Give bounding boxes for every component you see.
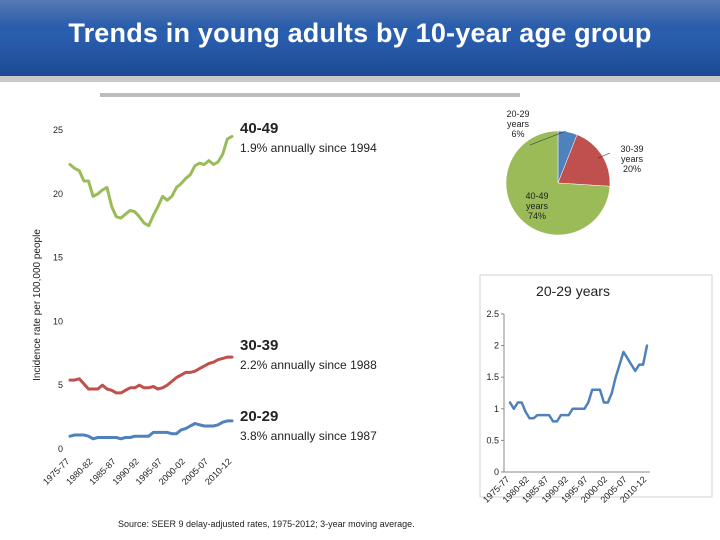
pie-leader-line <box>529 130 567 146</box>
annotation-40-49: 40-49 1.9% annually since 1994 <box>240 120 400 162</box>
inset-chart-frame <box>479 274 713 498</box>
slide-title: Trends in young adults by 10-year age gr… <box>68 18 652 48</box>
annotation-20-29-sub: 3.8% annually since 1987 <box>240 429 377 443</box>
inset-y-tick-label: 2.5 <box>486 309 499 319</box>
inset-y-tick-label: 2 <box>494 341 499 351</box>
pie-slice-40-49 years <box>505 130 611 236</box>
pie-label-pct-30-39: 20% <box>623 164 641 174</box>
inset-y-tick-label: 0.5 <box>486 435 499 445</box>
inset-y-tick-label: 0 <box>494 467 499 477</box>
pie-label-20-29: 20-29 <box>506 109 529 119</box>
series-line-20-29 <box>68 419 234 441</box>
title-banner: Trends in young adults by 10-year age gr… <box>0 0 720 82</box>
annotation-30-39-sub: 2.2% annually since 1988 <box>240 358 377 372</box>
inset-chart-title: 20-29 years <box>536 283 610 299</box>
pie-label-30-39: years <box>621 154 644 164</box>
main-y-axis-label: Incidence rate per 100,000 people <box>32 229 43 381</box>
inset-y-tick-label: 1 <box>494 404 499 414</box>
pie-label-pct-40-49: 74% <box>528 211 546 221</box>
pie-slice-30-39 years <box>557 134 611 187</box>
pie-label-40-49: 40-49 <box>525 191 548 201</box>
main-y-tick-label: 0 <box>58 444 63 454</box>
annotation-20-29-label: 20-29 <box>240 408 279 425</box>
annotation-40-49-sub: 1.9% annually since 1994 <box>240 141 377 155</box>
series-line-30-39 <box>68 355 234 395</box>
main-y-tick-label: 10 <box>53 316 63 326</box>
inset-series-line-20-29 <box>508 344 649 423</box>
pie-label-40-49: years <box>526 201 549 211</box>
main-y-tick-label: 20 <box>53 189 63 199</box>
pie-label-30-39: 30-39 <box>620 144 643 154</box>
series-line-40-49 <box>68 134 234 228</box>
annotation-20-29: 20-29 3.8% annually since 1987 <box>240 408 400 450</box>
title-divider <box>100 93 520 97</box>
main-y-tick-label: 25 <box>53 125 63 135</box>
pie-label-20-29: years <box>507 119 530 129</box>
annotation-30-39-label: 30-39 <box>240 337 279 354</box>
pie-leader-line <box>597 152 611 159</box>
inset-y-tick-label: 1.5 <box>486 372 499 382</box>
source-note: Source: SEER 9 delay-adjusted rates, 197… <box>118 519 415 529</box>
banner-gloss <box>0 0 720 28</box>
annotation-30-39: 30-39 2.2% annually since 1988 <box>240 337 400 377</box>
main-y-tick-label: 15 <box>53 253 63 263</box>
main-y-tick-label: 5 <box>58 380 63 390</box>
annotation-40-49-label: 40-49 <box>240 120 279 137</box>
pie-label-pct-20-29: 6% <box>511 129 524 139</box>
